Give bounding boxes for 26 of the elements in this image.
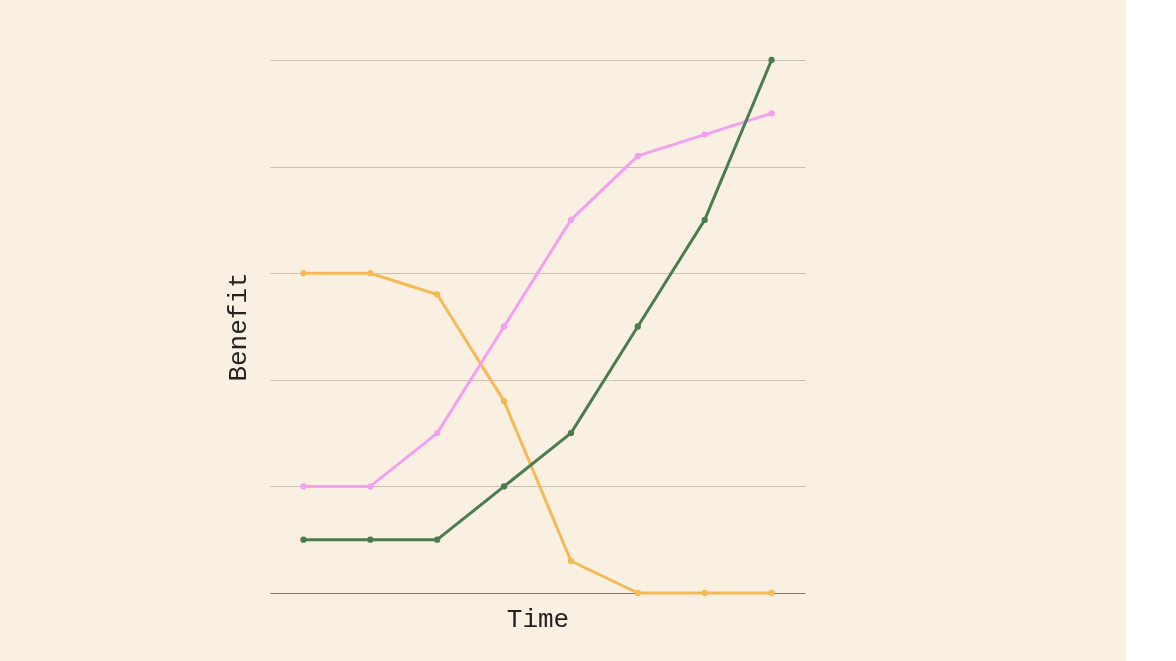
point — [500, 323, 508, 330]
point — [768, 589, 775, 597]
point — [434, 291, 441, 298]
point — [701, 589, 708, 597]
point — [634, 152, 641, 160]
point — [367, 270, 374, 277]
point — [768, 56, 775, 64]
point — [567, 557, 575, 565]
point — [500, 483, 508, 490]
point — [300, 483, 307, 490]
point — [434, 536, 441, 543]
point — [567, 429, 575, 437]
point — [768, 110, 775, 117]
x-axis-title: Time — [506, 604, 570, 635]
point — [300, 536, 307, 543]
point — [634, 323, 641, 330]
point — [500, 397, 508, 405]
point — [367, 536, 374, 543]
point — [434, 429, 441, 437]
point — [701, 131, 708, 138]
point — [634, 589, 641, 597]
y-axis-title: Benefit — [223, 272, 254, 382]
point — [701, 216, 708, 224]
point — [300, 270, 307, 277]
point — [367, 483, 374, 490]
point — [567, 216, 575, 224]
